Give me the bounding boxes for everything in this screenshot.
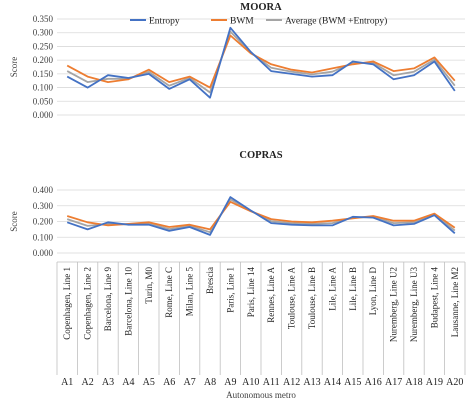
category-code: A20: [446, 377, 463, 388]
y-tick-label: 0.300: [33, 28, 54, 38]
y-tick-label: 0.350: [33, 14, 54, 24]
category-label: Lausanne, Line M2: [450, 267, 460, 337]
category-label: Paris, Line 1: [225, 267, 235, 313]
category-label: Rennes, Line A: [266, 267, 276, 323]
y-axis-title: Score: [9, 211, 19, 232]
y-tick-label: 0.100: [33, 83, 54, 93]
y-axis-title: Score: [9, 57, 19, 78]
y-tick-label: 0.250: [33, 41, 54, 51]
category-code: A4: [122, 377, 134, 388]
category-code: A2: [81, 377, 93, 388]
panel-title: MOORA: [240, 2, 282, 13]
y-tick-label: 0.150: [33, 69, 54, 79]
category-label: Brescia: [205, 267, 215, 294]
category-label: Toulouse, Line A: [287, 267, 297, 330]
series-line-bwm: [66, 200, 456, 231]
category-label: Copenhagen, Line 1: [62, 267, 72, 340]
category-code: A1: [61, 377, 73, 388]
panel-title: COPRAS: [239, 150, 282, 161]
series-line-entropy: [66, 196, 456, 236]
y-tick-label: 0.200: [33, 55, 54, 65]
category-code: A5: [143, 377, 155, 388]
category-label: Toulouse, Line B: [307, 267, 317, 329]
legend-entry: Entropy: [149, 17, 180, 27]
legend-entry: BWM: [230, 17, 254, 27]
y-tick-label: 0.000: [33, 248, 54, 258]
category-label: Nuremberg, Line U2: [389, 267, 399, 342]
category-code: A11: [263, 377, 280, 388]
category-label: Barcelona, Line 9: [103, 267, 113, 332]
y-tick-label: 0.300: [33, 201, 54, 211]
y-tick-label: 0.000: [33, 110, 54, 120]
category-label: Nuremberg, Line U3: [409, 267, 419, 343]
x-axis-title: Autonomous metro: [226, 390, 296, 400]
category-code: A19: [426, 377, 443, 388]
category-code: A7: [183, 377, 195, 388]
category-code: A16: [365, 377, 382, 388]
category-label: Lile, Line B: [348, 267, 358, 311]
category-code: A8: [204, 377, 216, 388]
category-label: Paris, Line 14: [246, 267, 256, 318]
category-label: Milan, Line 5: [185, 267, 195, 317]
category-label: Turin, M0: [144, 267, 154, 304]
category-code: A18: [405, 377, 422, 388]
y-tick-label: 0.050: [33, 96, 54, 106]
category-label: Budapest, Line 4: [429, 267, 439, 329]
category-code: A12: [283, 377, 300, 388]
y-tick-label: 0.400: [33, 185, 54, 195]
category-code: A3: [102, 377, 114, 388]
category-label: Lile, Line A: [327, 267, 337, 311]
category-code: A10: [242, 377, 259, 388]
category-label: Rome, Line C: [164, 267, 174, 318]
category-code: A15: [344, 377, 361, 388]
category-code: A13: [303, 377, 320, 388]
series-line-entropy: [66, 26, 456, 99]
y-tick-label: 0.200: [33, 217, 54, 227]
y-tick-label: 0.100: [33, 232, 54, 242]
legend-entry: Average (BWM +Entropy): [285, 16, 387, 27]
category-label: Lyon, Line D: [368, 267, 378, 316]
category-code: A6: [163, 377, 175, 388]
category-label: Copenhagen, Line 2: [83, 267, 93, 340]
category-code: A14: [324, 377, 341, 388]
category-code: A9: [224, 377, 236, 388]
category-code: A17: [385, 377, 402, 388]
category-label: Barcelona, Line 10: [123, 267, 133, 336]
